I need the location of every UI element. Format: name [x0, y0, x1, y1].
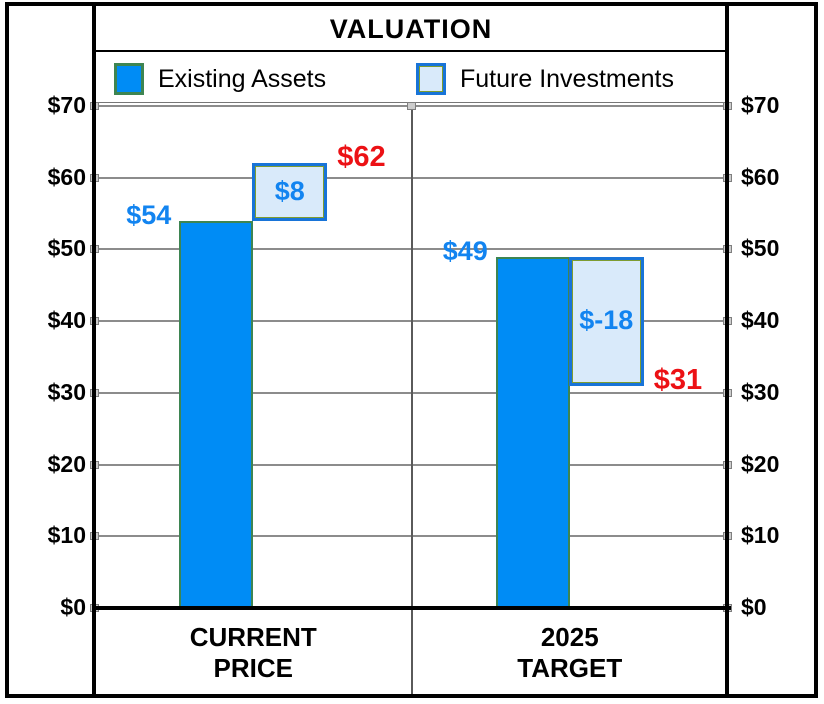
category-label-line: CURRENT: [189, 622, 317, 652]
y-axis-tick-label-right: $60: [741, 163, 780, 190]
y-axis-tick-label-left: $40: [47, 307, 86, 334]
legend-item-existing-assets: Existing Assets: [114, 60, 326, 98]
y-axis-tick-label-left: $60: [47, 163, 86, 190]
chart-title-box: VALUATION: [96, 8, 726, 50]
category-divider-line: [410, 106, 413, 697]
legend-swatch-future-investments-icon: [416, 63, 446, 95]
chart-outer-border: [5, 2, 818, 698]
legend-item-future-investments: Future Investments: [416, 60, 674, 98]
value-label-base: $49: [442, 235, 488, 266]
y-axis-tick-label-right: $40: [741, 307, 780, 334]
category-label-line: PRICE: [213, 653, 293, 683]
legend-label-future-investments: Future Investments: [460, 64, 674, 93]
y-axis-tick-label-left: $20: [47, 450, 86, 477]
y-axis-tick-label-right: $70: [741, 92, 780, 118]
y-axis-tick-label-left: $70: [47, 92, 86, 118]
y-axis-tick-label-right: $30: [741, 378, 780, 405]
y-axis-tick-label-left: $30: [47, 378, 86, 405]
category-label-line: 2025: [540, 622, 599, 652]
chart-title: VALUATION: [329, 13, 493, 44]
bar-existing-assets: [495, 256, 570, 609]
value-label-total: $62: [337, 141, 386, 174]
y-axis-tick-label-left: $10: [47, 522, 86, 549]
bar-existing-assets: [179, 220, 254, 609]
left-axis-line: [92, 2, 96, 698]
right-axis-line: [725, 2, 729, 698]
y-axis-tick-label-right: $0: [741, 594, 767, 620]
category-label-line: TARGET: [517, 653, 623, 683]
y-axis-tick-label-left: $50: [47, 235, 86, 262]
bar-future-investments: [568, 256, 644, 386]
value-label-delta: $8: [274, 176, 305, 207]
y-axis-tick-label-right: $10: [741, 522, 780, 549]
y-axis-tick-label-left: $0: [60, 594, 86, 620]
value-label-total: $31: [653, 363, 703, 396]
category-label-current-price: CURRENT PRICE: [95, 612, 412, 694]
legend-label-existing-assets: Existing Assets: [158, 64, 327, 93]
category-label-2025-target: 2025 TARGET: [412, 612, 729, 694]
title-separator-line: [92, 50, 729, 52]
bar-future-investments: [252, 163, 328, 221]
y-axis-tick-label-right: $50: [741, 235, 780, 262]
y-axis-tick-label-right: $20: [741, 450, 780, 477]
zero-baseline: [92, 606, 731, 610]
value-label-base: $54: [126, 199, 172, 230]
legend-swatch-existing-assets-icon: [114, 63, 144, 95]
gridline-mid-tick: [406, 102, 416, 110]
value-label-delta: $-18: [579, 305, 634, 336]
